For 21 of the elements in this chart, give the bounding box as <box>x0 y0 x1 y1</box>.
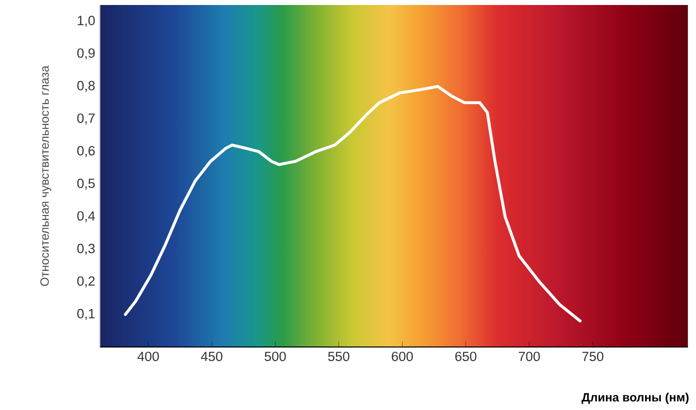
x-tick-label: 750 <box>582 352 604 362</box>
y-tick-label: 0,8 <box>77 80 95 92</box>
y-tick-label: 0,5 <box>77 178 95 190</box>
y-tick-label: 0,6 <box>77 146 95 158</box>
x-tick-label: 550 <box>328 352 350 362</box>
y-tick-label: 0,3 <box>77 244 95 255</box>
y-tick-label: 0,1 <box>77 308 95 320</box>
y-tick-label: 0,2 <box>77 276 95 288</box>
y-tick-label: 1,0 <box>78 16 95 27</box>
x-tick-label: 700 <box>518 352 540 362</box>
x-tick-label: 500 <box>264 352 286 362</box>
y-tick-label: 0,9 <box>77 48 95 60</box>
y-axis-title: Относительная чувствительность глаза <box>40 66 52 286</box>
x-tick-label: 650 <box>455 352 476 362</box>
y-tick-label: 0,7 <box>77 113 95 125</box>
y-tick-label: 0,4 <box>77 211 95 222</box>
x-tick-label: 600 <box>392 352 413 362</box>
x-tick-label: 400 <box>137 352 159 362</box>
x-axis-title: Длина волны (нм) <box>582 392 689 404</box>
line-series <box>124 84 582 322</box>
x-tick-label: 450 <box>200 352 222 362</box>
